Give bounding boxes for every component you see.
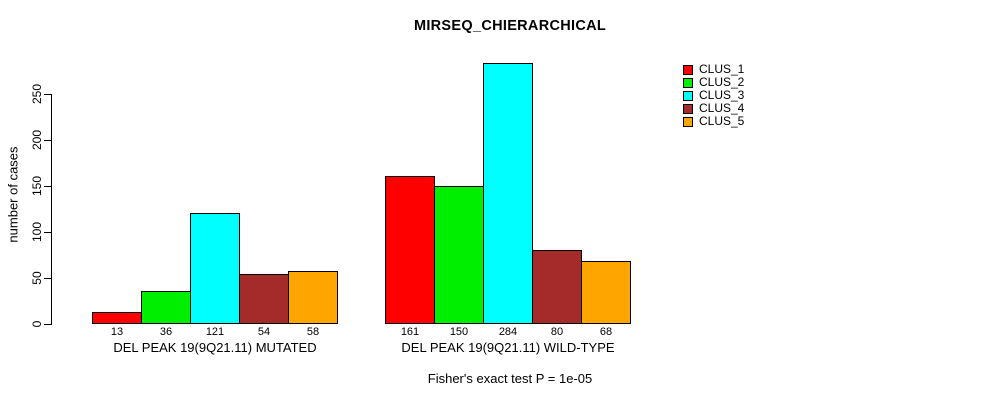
y-axis-tick-label: 150 <box>30 175 44 197</box>
y-axis-tick-label: 250 <box>30 83 44 105</box>
bar-clus_4-group2 <box>532 250 582 324</box>
legend-item: CLUS_5 <box>683 115 744 128</box>
y-axis-line <box>51 94 52 325</box>
bar-clus_1-group2 <box>385 176 435 324</box>
bar-value-label: 150 <box>449 326 469 338</box>
bar-value-label: 68 <box>599 326 613 338</box>
y-axis-tick-label: 100 <box>30 221 44 243</box>
legend-swatch-icon <box>683 103 693 114</box>
legend-item: CLUS_3 <box>683 89 744 102</box>
chart-title: MIRSEQ_CHIERARCHICAL <box>413 18 607 34</box>
bar-clus_1-group1 <box>92 312 142 324</box>
y-axis-tick <box>44 232 52 233</box>
legend-swatch-icon <box>683 116 693 127</box>
legend-label: CLUS_5 <box>699 114 745 128</box>
bar-value-label: 161 <box>400 326 420 338</box>
bar-clus_5-group1 <box>288 271 338 324</box>
y-axis-tick <box>44 278 52 279</box>
legend: CLUS_1 CLUS_2 CLUS_3 CLUS_4 CLUS_5 <box>683 63 744 128</box>
legend-item: CLUS_4 <box>683 102 744 115</box>
group-label: DEL PEAK 19(9Q21.11) WILD-TYPE <box>401 340 615 355</box>
y-axis-tick <box>44 94 52 95</box>
legend-item: CLUS_2 <box>683 76 744 89</box>
y-axis-tick-label: 0 <box>30 320 44 328</box>
bar-clus_4-group1 <box>239 274 289 324</box>
legend-swatch-icon <box>683 64 693 75</box>
legend-label: CLUS_1 <box>699 62 745 76</box>
group-label: DEL PEAK 19(9Q21.11) MUTATED <box>113 340 317 355</box>
y-axis-label: number of cases <box>5 146 21 243</box>
y-axis-tick <box>44 186 52 187</box>
bar-value-label: 54 <box>257 326 271 338</box>
legend-swatch-icon <box>683 77 693 88</box>
y-axis-tick <box>44 324 52 325</box>
bar-value-label: 80 <box>550 326 564 338</box>
bar-value-label: 121 <box>205 326 225 338</box>
legend-label: CLUS_3 <box>699 88 745 102</box>
bar-clus_3-group2 <box>483 63 533 324</box>
y-axis-tick-label: 200 <box>30 129 44 151</box>
bar-value-label: 13 <box>110 326 124 338</box>
bar-value-label: 284 <box>498 326 518 338</box>
bar-value-label: 36 <box>159 326 173 338</box>
legend-swatch-icon <box>683 90 693 101</box>
y-axis-tick <box>44 140 52 141</box>
legend-item: CLUS_1 <box>683 63 744 76</box>
footnote-text: Fisher's exact test P = 1e-05 <box>427 371 593 386</box>
y-axis-tick-label: 50 <box>30 271 44 285</box>
legend-label: CLUS_4 <box>699 101 745 115</box>
bar-clus_2-group1 <box>141 291 191 324</box>
bar-clus_5-group2 <box>581 261 631 324</box>
legend-label: CLUS_2 <box>699 75 745 89</box>
bar-value-label: 58 <box>306 326 320 338</box>
bar-clus_2-group2 <box>434 186 484 324</box>
bar-clus_3-group1 <box>190 213 240 324</box>
